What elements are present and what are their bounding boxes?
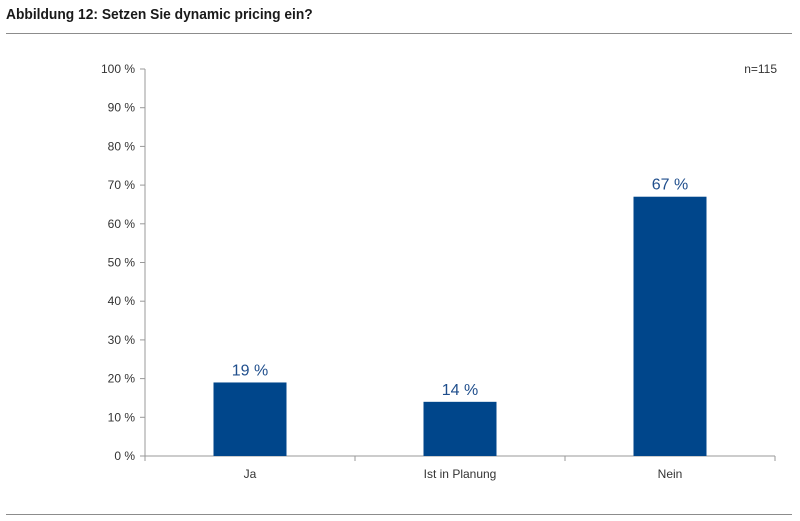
title-divider <box>6 33 792 34</box>
footer-divider <box>6 514 792 515</box>
bar-value-label: 19 % <box>232 362 268 379</box>
y-tick-label: 10 % <box>108 410 136 424</box>
chart-title: Abbildung 12: Setzen Sie dynamic pricing… <box>6 6 313 23</box>
y-tick-label: 50 % <box>108 256 136 270</box>
y-tick-label: 40 % <box>108 294 136 308</box>
sample-size-note: n=115 <box>744 62 777 76</box>
data-labels: 19 % 14 % 67 % <box>232 177 688 399</box>
bar <box>633 196 707 456</box>
bar <box>213 382 287 456</box>
y-tick-label: 90 % <box>108 101 136 115</box>
x-tick-label: Ja <box>244 467 257 481</box>
y-tick-label: 100 % <box>101 62 135 76</box>
bar <box>423 401 497 456</box>
x-tick-label: Ist in Planung <box>424 467 497 481</box>
x-tick-label: Nein <box>658 467 683 481</box>
y-tick-label: 30 % <box>108 333 136 347</box>
y-tick-label: 0 % <box>114 449 135 463</box>
y-tick-label: 60 % <box>108 217 136 231</box>
x-axis: Ja Ist in Planung Nein <box>144 455 776 481</box>
bar-value-label: 14 % <box>442 382 478 399</box>
y-tick-label: 20 % <box>108 372 136 386</box>
y-tick-label: 80 % <box>108 139 136 153</box>
y-axis: 0 % 10 % 20 % 30 % 40 % 50 % 60 % 70 % 80 % 90 % 1… <box>101 62 146 463</box>
y-tick-label: 70 % <box>108 178 136 192</box>
bars <box>213 196 707 456</box>
bar-value-label: 67 % <box>652 177 688 194</box>
